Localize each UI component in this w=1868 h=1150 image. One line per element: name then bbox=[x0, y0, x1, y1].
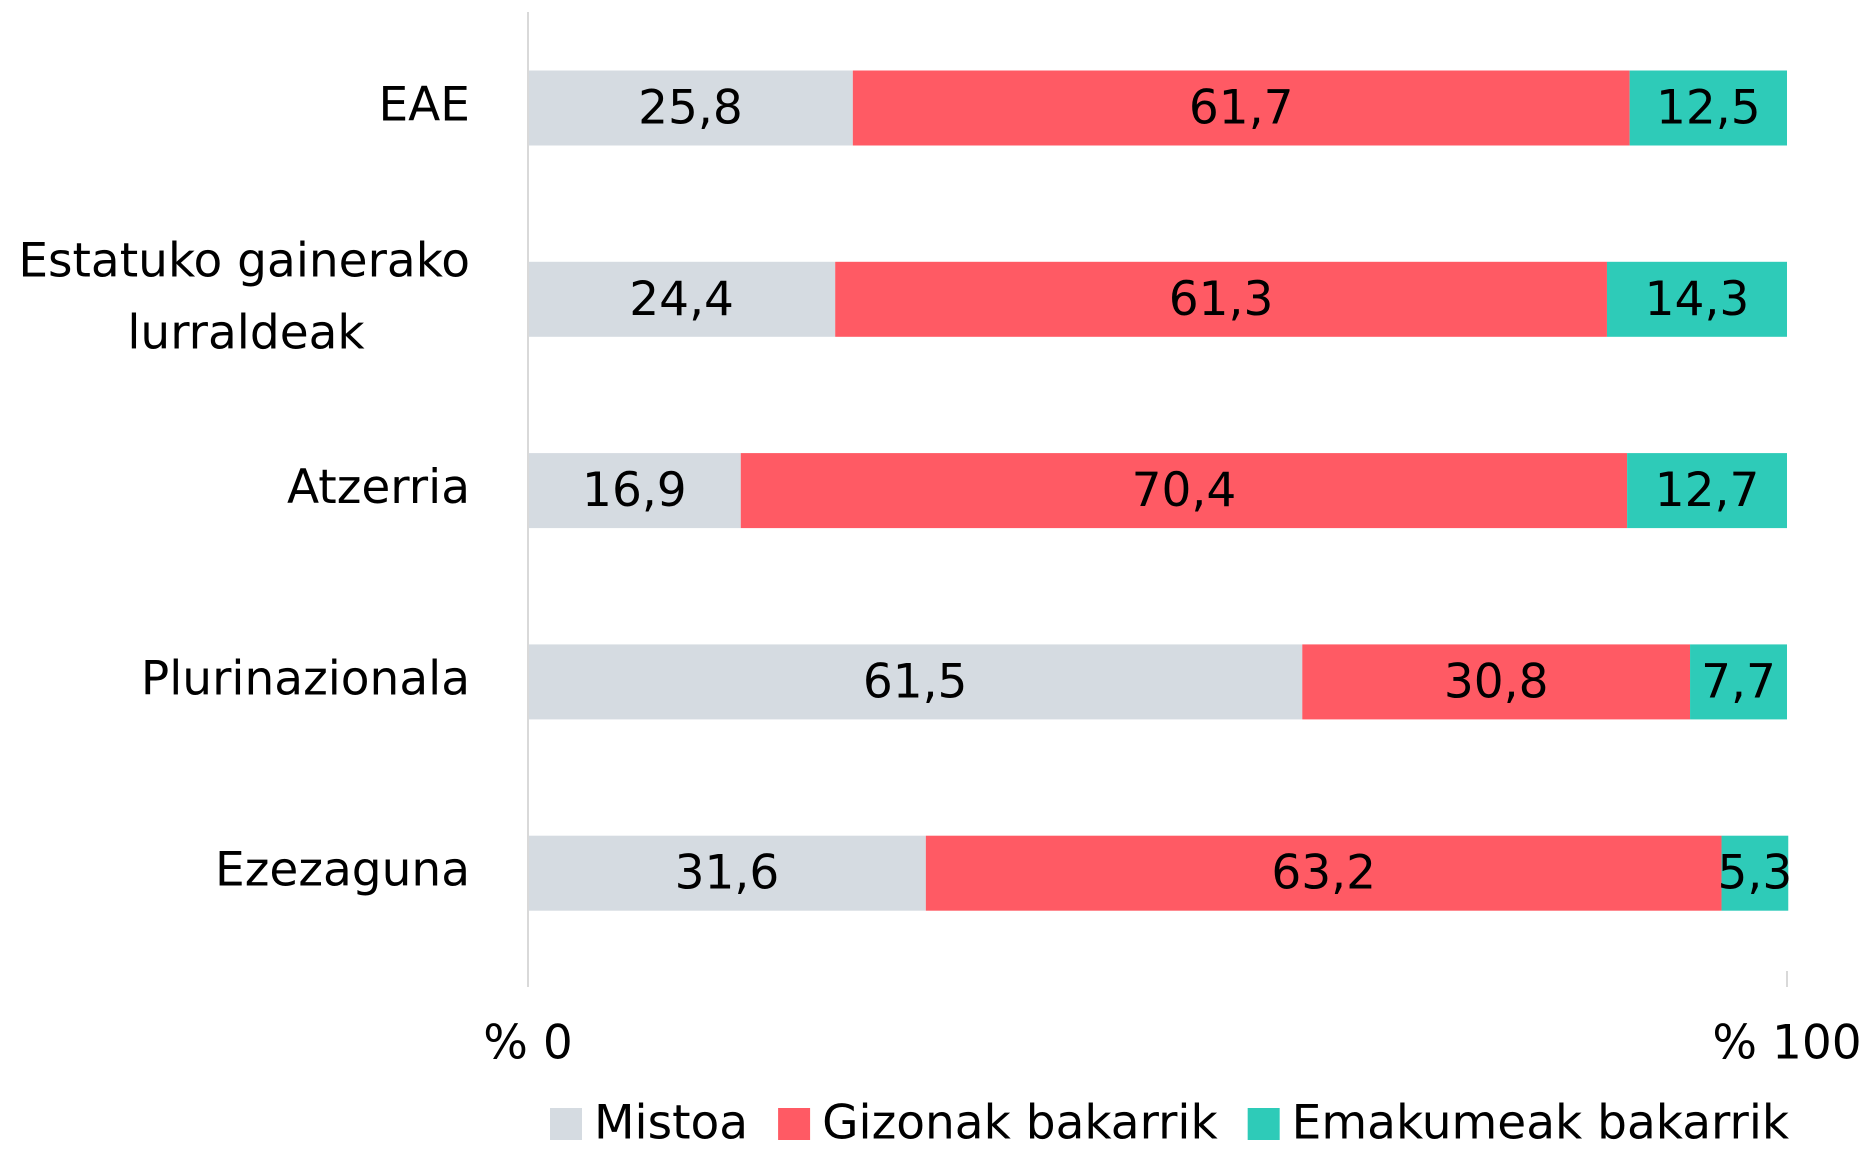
legend-label: Mistoa bbox=[594, 1096, 748, 1150]
y-tick-label: Plurinazionala bbox=[141, 651, 470, 706]
data-label: 61,3 bbox=[1169, 272, 1274, 327]
y-tick-label: Estatuko gainerako lurraldeak bbox=[18, 233, 470, 360]
bar-segment bbox=[852, 70, 1630, 146]
bar-segment bbox=[1627, 453, 1787, 529]
x-tick-label: % 0 bbox=[483, 1016, 573, 1071]
data-label: 63,2 bbox=[1271, 846, 1376, 901]
bar-segment bbox=[925, 835, 1722, 911]
data-label: 25,8 bbox=[638, 81, 743, 136]
bar-segment bbox=[528, 261, 836, 337]
y-tick-label: Ezezaguna bbox=[215, 843, 470, 898]
bar-segment bbox=[1629, 70, 1787, 146]
bar-segment bbox=[1690, 644, 1787, 720]
bar-segment bbox=[740, 453, 1628, 529]
data-label: 61,5 bbox=[863, 654, 968, 709]
data-label: 16,9 bbox=[582, 463, 687, 518]
legend-swatch bbox=[1247, 1108, 1280, 1140]
data-label: 24,4 bbox=[629, 272, 734, 327]
y-tick-label: Atzerria bbox=[287, 460, 470, 515]
legend-swatch bbox=[550, 1108, 582, 1140]
data-label: 5,3 bbox=[1718, 846, 1793, 901]
bar-segment bbox=[528, 70, 853, 146]
bar-segment bbox=[528, 453, 741, 529]
data-label: 14,3 bbox=[1645, 272, 1750, 327]
data-label: 12,5 bbox=[1656, 81, 1761, 136]
bar-segment bbox=[1721, 835, 1789, 911]
bar-segment bbox=[835, 261, 1607, 337]
bar-segment bbox=[528, 644, 1303, 720]
data-label: 61,7 bbox=[1189, 81, 1294, 136]
legend-swatch bbox=[778, 1108, 811, 1140]
legend-label: Gizonak bakarrik bbox=[822, 1096, 1218, 1150]
data-label: 30,8 bbox=[1444, 654, 1549, 709]
data-label: 70,4 bbox=[1132, 463, 1237, 518]
data-label: 7,7 bbox=[1701, 654, 1776, 709]
bar-segment bbox=[1606, 261, 1787, 337]
y-tick-label: EAE bbox=[378, 78, 470, 133]
bar-segment bbox=[1302, 644, 1691, 720]
data-label: 31,6 bbox=[675, 846, 780, 901]
x-tick-label: % 100 bbox=[1712, 1016, 1861, 1071]
data-label: 12,7 bbox=[1655, 463, 1760, 518]
bar-segment bbox=[528, 835, 926, 911]
legend-label: Emakumeak bakarrik bbox=[1292, 1096, 1790, 1150]
